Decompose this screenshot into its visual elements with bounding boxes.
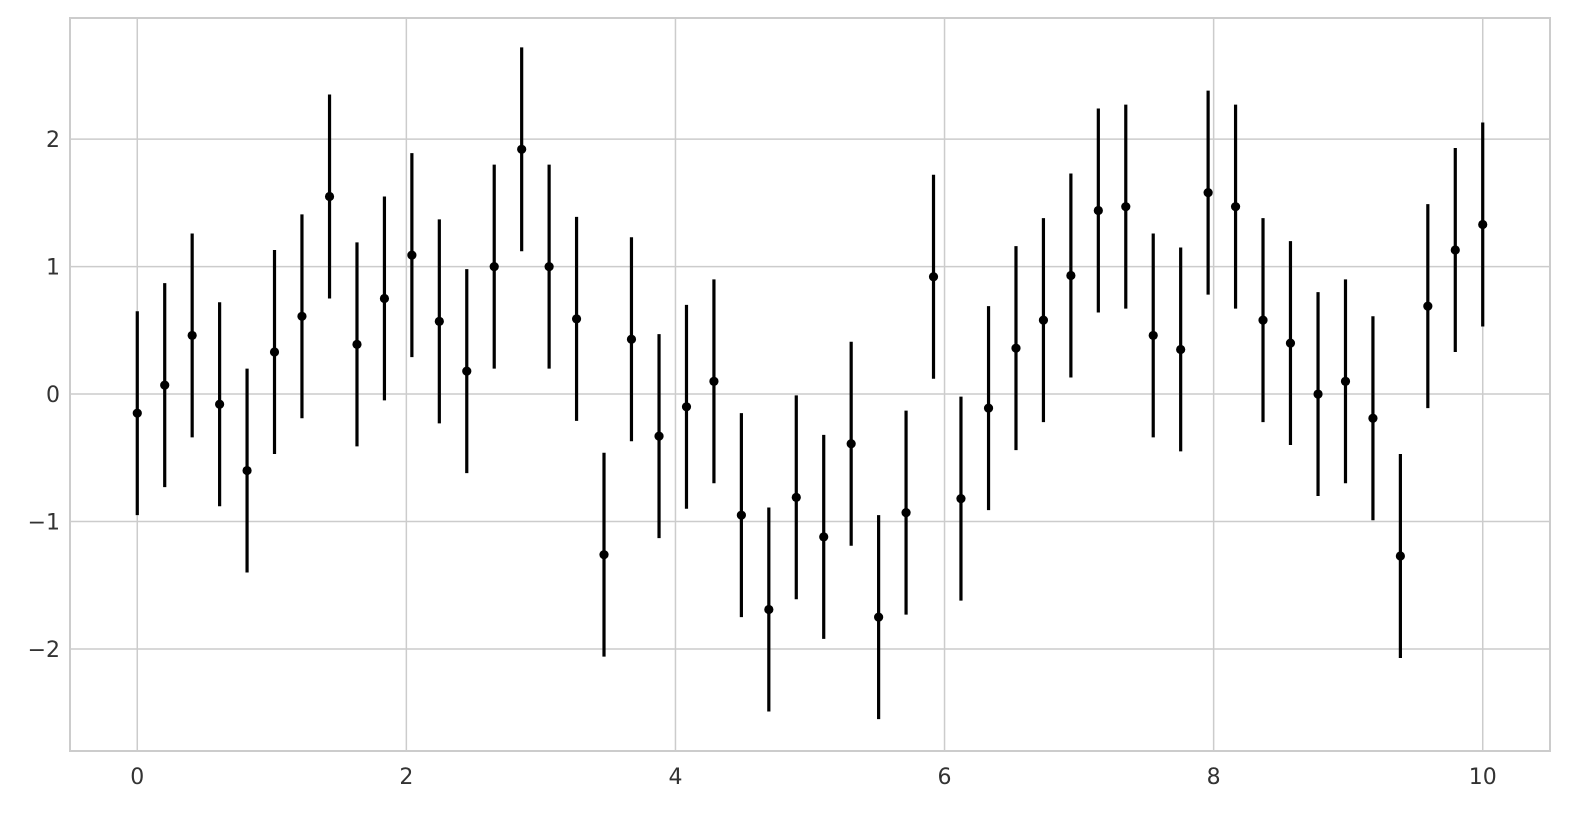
data-point (736, 510, 746, 520)
data-point (1176, 344, 1186, 355)
data-point (764, 604, 774, 615)
x-axis-tick-labels: 0 2 4 6 8 10 (130, 765, 1496, 790)
x-tick-label: 2 (399, 765, 413, 790)
data-point (517, 144, 527, 154)
data-point (1230, 202, 1241, 212)
data-point (928, 272, 939, 282)
data-point (654, 431, 664, 441)
data-point (407, 250, 417, 260)
data-point (489, 261, 499, 272)
data-point (956, 493, 966, 504)
data-point (1423, 301, 1433, 311)
data-point (1203, 188, 1213, 198)
x-tick-label: 4 (668, 765, 682, 790)
data-point (1313, 389, 1323, 399)
data-point (874, 612, 884, 622)
data-point (187, 330, 197, 341)
y-tick-label: −2 (28, 638, 60, 663)
data-point (1093, 205, 1103, 216)
data-point (379, 293, 390, 304)
y-tick-label: −1 (28, 511, 60, 536)
data-point (983, 403, 994, 413)
data-point (681, 402, 692, 412)
data-point (1368, 413, 1378, 423)
data-point (1340, 376, 1351, 386)
y-tick-label: 2 (46, 128, 60, 153)
data-point (626, 334, 637, 344)
data-point (1285, 338, 1296, 348)
x-tick-label: 6 (938, 765, 952, 790)
data-point (1148, 330, 1158, 341)
y-axis-tick-labels: −2 −1 0 1 2 (28, 128, 60, 663)
error-bars (135, 47, 1485, 720)
data-point (791, 492, 801, 502)
x-tick-label: 0 (130, 765, 144, 790)
data-point (1478, 219, 1488, 230)
data-point (901, 508, 911, 518)
data-point (819, 532, 829, 542)
data-point (1121, 202, 1131, 212)
grid (70, 18, 1550, 751)
data-point (1258, 315, 1268, 325)
data-point (599, 550, 609, 560)
data-point (1450, 245, 1460, 255)
data-point (324, 191, 335, 202)
plot-frame-rect (69, 17, 1551, 752)
data-point (709, 376, 719, 386)
x-tick-label: 10 (1469, 765, 1497, 790)
data-point (352, 339, 362, 349)
data-point (1066, 270, 1076, 281)
data-point (215, 399, 225, 409)
data-point (269, 347, 280, 357)
data-points (132, 144, 1488, 622)
data-point (462, 366, 472, 376)
data-point (1038, 315, 1049, 325)
data-point (571, 314, 582, 324)
y-tick-label: 0 (46, 383, 60, 408)
y-tick-label: 1 (46, 256, 60, 281)
data-point (242, 465, 252, 476)
data-point (1395, 551, 1405, 561)
plot-frame (69, 17, 1551, 752)
data-point (1011, 343, 1021, 353)
data-point (846, 439, 856, 449)
data-point (434, 316, 444, 326)
x-tick-label: 8 (1207, 765, 1221, 790)
data-point (132, 408, 142, 418)
data-point (160, 380, 170, 390)
data-point (544, 261, 554, 272)
data-point (297, 311, 307, 321)
